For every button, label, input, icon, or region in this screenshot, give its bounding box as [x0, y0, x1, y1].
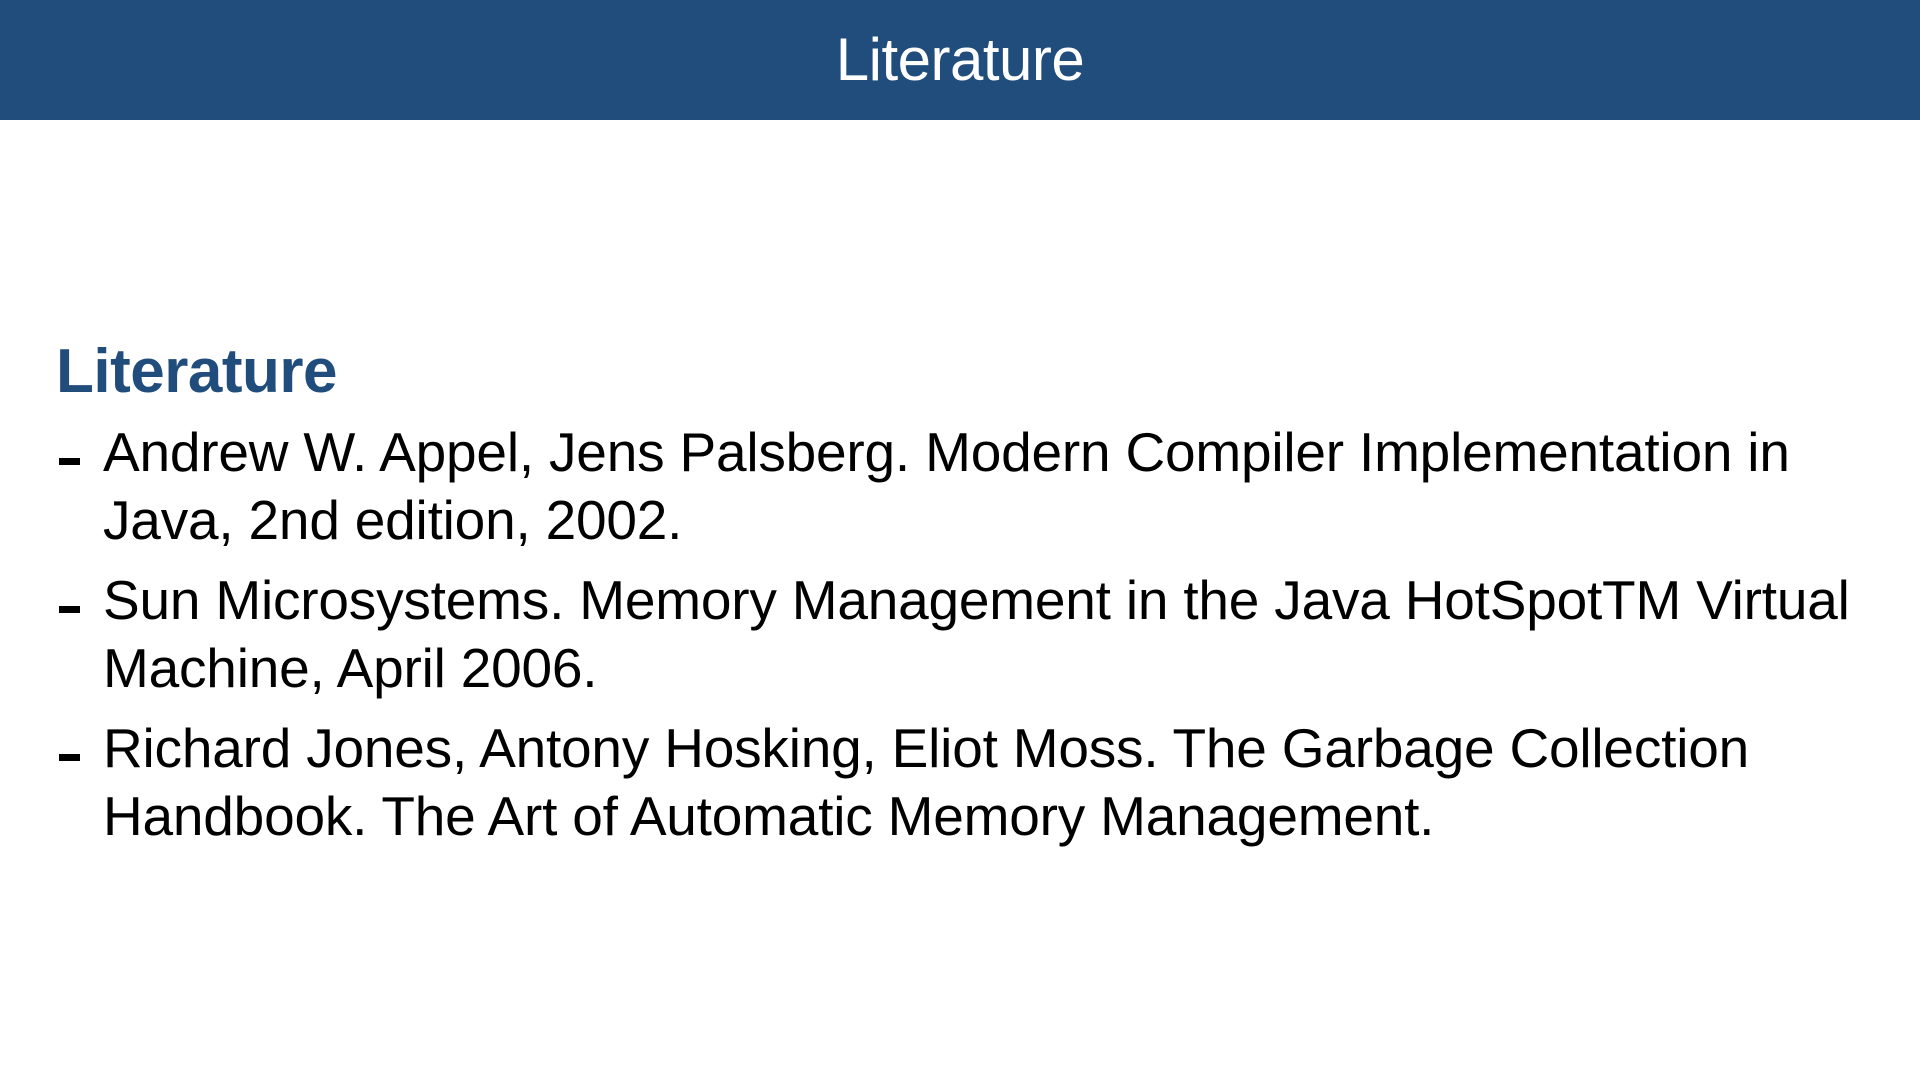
slide-title-bar: Literature — [0, 0, 1920, 120]
reference-text: Andrew W. Appel, Jens Palsberg. Modern C… — [103, 421, 1790, 551]
reference-text: Sun Microsystems. Memory Management in t… — [103, 569, 1850, 699]
reference-text: Richard Jones, Antony Hosking, Eliot Mos… — [103, 717, 1749, 847]
bullet-dash-icon — [59, 458, 80, 465]
bullet-dash-icon — [59, 606, 80, 613]
reference-item: Sun Microsystems. Memory Management in t… — [56, 566, 1886, 702]
reference-item: Richard Jones, Antony Hosking, Eliot Mos… — [56, 714, 1886, 850]
bullet-dash-icon — [59, 754, 80, 761]
slide-title: Literature — [835, 26, 1085, 93]
section-heading: Literature — [56, 337, 337, 406]
reference-list: Andrew W. Appel, Jens Palsberg. Modern C… — [56, 418, 1886, 850]
reference-item: Andrew W. Appel, Jens Palsberg. Modern C… — [56, 418, 1886, 554]
slide-content: Literature Andrew W. Appel, Jens Palsber… — [56, 332, 1886, 862]
